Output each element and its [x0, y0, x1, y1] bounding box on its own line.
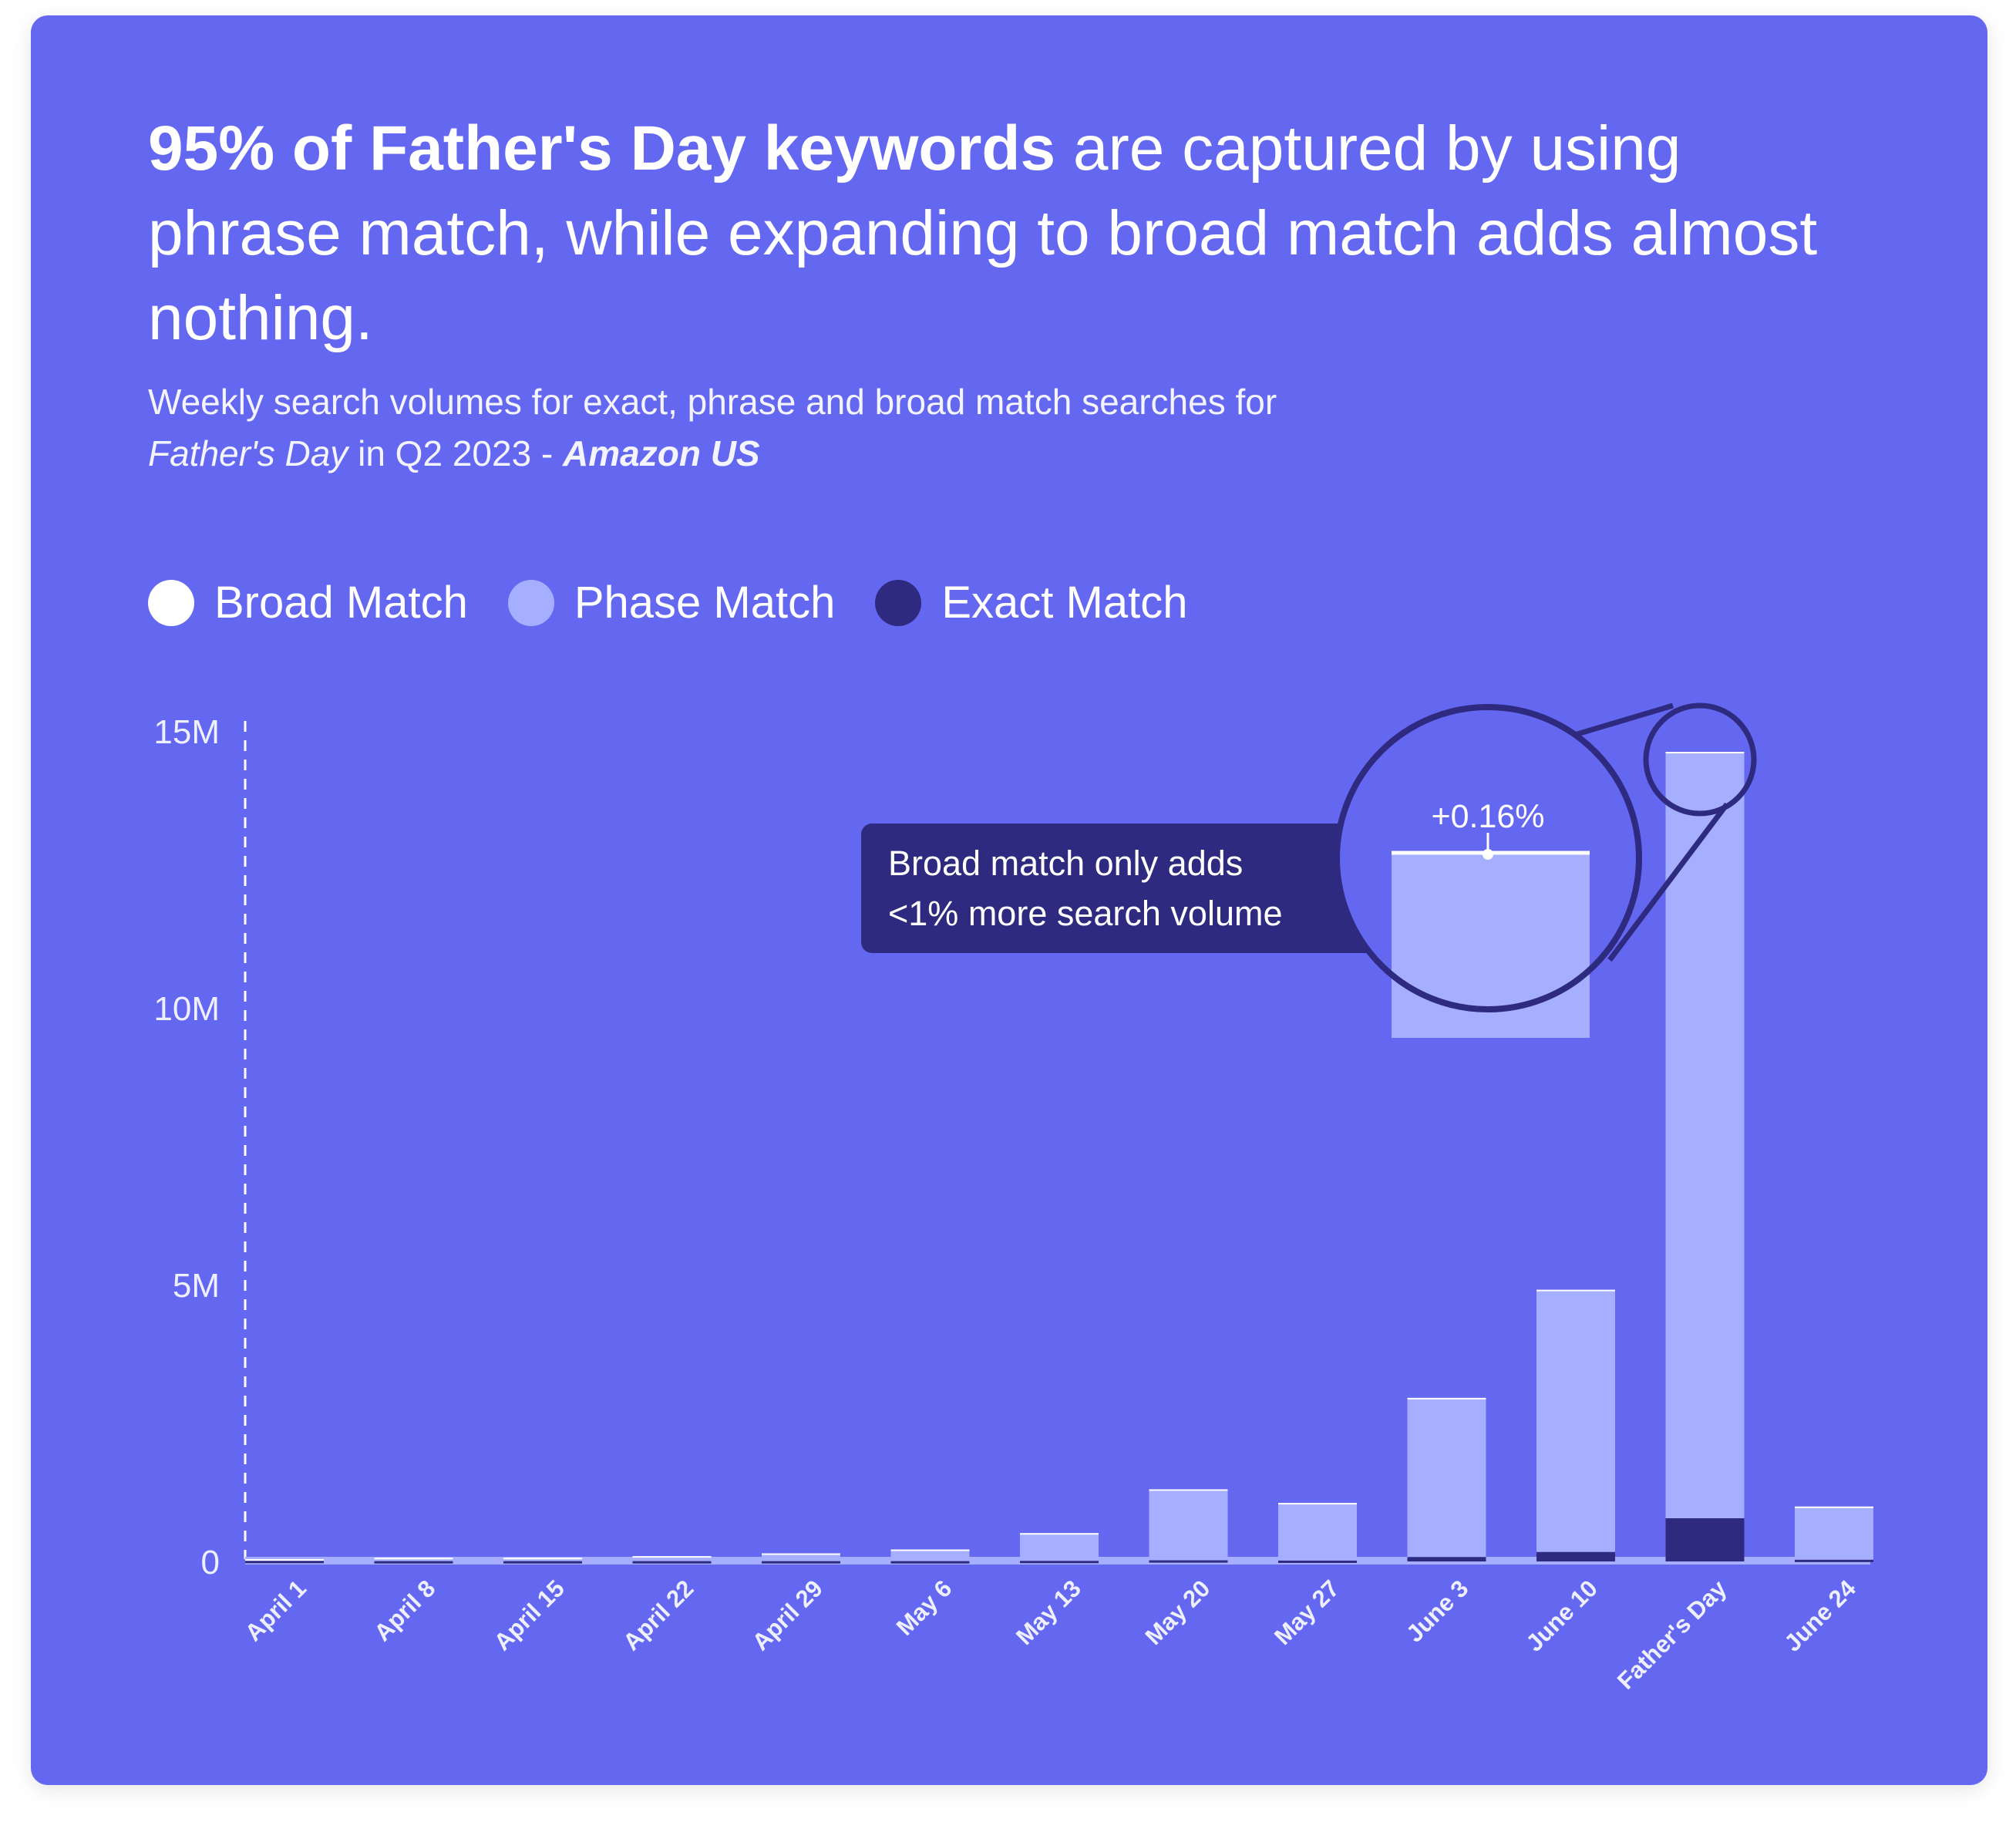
bar-broad-match [1795, 1506, 1873, 1508]
bar-exact-match [374, 1561, 453, 1564]
chart-card: 95% of Father's Day keywords are capture… [31, 15, 1987, 1785]
bar-broad-match [890, 1549, 970, 1551]
x-tick-label: May 27 [1269, 1575, 1345, 1650]
x-tick-label: June 3 [1401, 1575, 1473, 1647]
bar-broad-match [1665, 752, 1745, 754]
y-tick-label: 10M [153, 990, 220, 1028]
x-tick-label: June 24 [1779, 1575, 1862, 1657]
bar-broad-match [632, 1556, 712, 1558]
bar-exact-match [1149, 1560, 1228, 1563]
x-tick-label: April 15 [489, 1575, 570, 1656]
y-tick-label: 15M [153, 713, 220, 751]
legend-item-broad: Broad Match [148, 577, 468, 628]
bar-broad-match [762, 1553, 840, 1555]
zoom-target-circle [1643, 702, 1757, 817]
annotation-box [861, 824, 1402, 953]
bar-phrase-match [1278, 1503, 1357, 1561]
bar-broad-match [1020, 1533, 1099, 1535]
zoom-lens-ring [1334, 704, 1642, 1012]
y-tick-label: 5M [173, 1267, 220, 1305]
bar-phrase-match [762, 1553, 840, 1561]
zoom-label: +0.16% [1431, 798, 1544, 835]
bar-phrase-match [374, 1558, 453, 1561]
zoom-label-dot [1483, 849, 1493, 860]
bar-exact-match [245, 1561, 324, 1564]
bar-broad-match [245, 1559, 324, 1561]
bar-broad-match [1407, 1397, 1486, 1400]
bar-exact-match [1795, 1559, 1873, 1562]
bar-phrase-match [1665, 753, 1745, 1518]
bar-broad-match [1278, 1503, 1357, 1505]
legend-swatch-phrase [507, 579, 554, 626]
bar-phrase-match [503, 1558, 582, 1561]
legend-swatch-exact [875, 579, 922, 626]
x-tick-label: May 6 [891, 1575, 958, 1641]
x-tick-label: April 29 [747, 1575, 828, 1656]
subtitle-line1: Weekly search volumes for exact, phrase … [148, 382, 1277, 422]
bar-exact-match [632, 1561, 712, 1564]
subtitle-source: Amazon US [563, 433, 760, 473]
legend-item-phrase: Phase Match [507, 577, 836, 628]
legend-label-exact: Exact Match [941, 578, 1188, 628]
annotation-line1: Broad match only adds [888, 844, 1243, 883]
bar-phrase-match [890, 1549, 970, 1561]
subtitle-middle: in Q2 2023 - [348, 433, 564, 473]
x-tick-label: May 13 [1011, 1575, 1086, 1650]
y-tick-label: 0 [201, 1544, 220, 1581]
x-tick-label: April 1 [240, 1575, 311, 1646]
bar-broad-match [1149, 1489, 1228, 1491]
bars [245, 752, 1873, 1565]
legend: Broad Match Phase Match Exact Match [148, 577, 1187, 628]
bar-exact-match [1536, 1551, 1615, 1561]
bar-phrase-match [1536, 1290, 1615, 1552]
x-tick-label: April 22 [618, 1575, 698, 1656]
chart-title-bold: 95% of Father's Day keywords [148, 113, 1056, 184]
legend-swatch-broad [148, 579, 194, 626]
bar-phrase-match [1795, 1506, 1873, 1560]
bar-phrase-match [1020, 1533, 1099, 1561]
bar-phrase-match [632, 1556, 712, 1561]
bar-phrase-match [1149, 1489, 1228, 1561]
legend-label-phrase: Phase Match [574, 578, 836, 628]
bar-exact-match [762, 1561, 840, 1564]
x-tick-label: April 8 [369, 1575, 440, 1646]
x-tick-label: May 20 [1140, 1575, 1216, 1650]
chart-title-rest: are captured by using phrase match, whil… [148, 113, 1818, 353]
bar-exact-match [1278, 1560, 1357, 1563]
bar-exact-match [890, 1561, 970, 1564]
bar-exact-match [503, 1561, 582, 1564]
legend-label-broad: Broad Match [214, 578, 468, 628]
x-axis-labels: April 1 April 8 April 15 April 22 April 29 Ma… [240, 1575, 1861, 1695]
bar-exact-match [1020, 1561, 1099, 1564]
subtitle-italic: Father's Day [148, 433, 348, 473]
chart-subtitle: Weekly search volumes for exact, phrase … [148, 376, 1690, 480]
bar-exact-match [1407, 1557, 1486, 1561]
y-axis: 0 5M 10M 15M [153, 713, 247, 1581]
x-tick-label: Father's Day [1612, 1575, 1732, 1695]
chart-title: 95% of Father's Day keywords are capture… [148, 106, 1883, 361]
bar-phrase-match [1407, 1398, 1486, 1558]
zoom-connector-bottom [1607, 802, 1729, 962]
bar-broad-match [503, 1558, 582, 1560]
legend-item-exact: Exact Match [875, 577, 1187, 628]
annotation-line2: <1% more search volume [888, 894, 1282, 933]
x-tick-label: June 10 [1521, 1575, 1603, 1656]
bar-exact-match [1665, 1517, 1745, 1561]
annotation-callout: Broad match only adds <1% more search vo… [861, 702, 1757, 1038]
bar-broad-match [1536, 1289, 1615, 1292]
bar-broad-match [374, 1558, 453, 1560]
